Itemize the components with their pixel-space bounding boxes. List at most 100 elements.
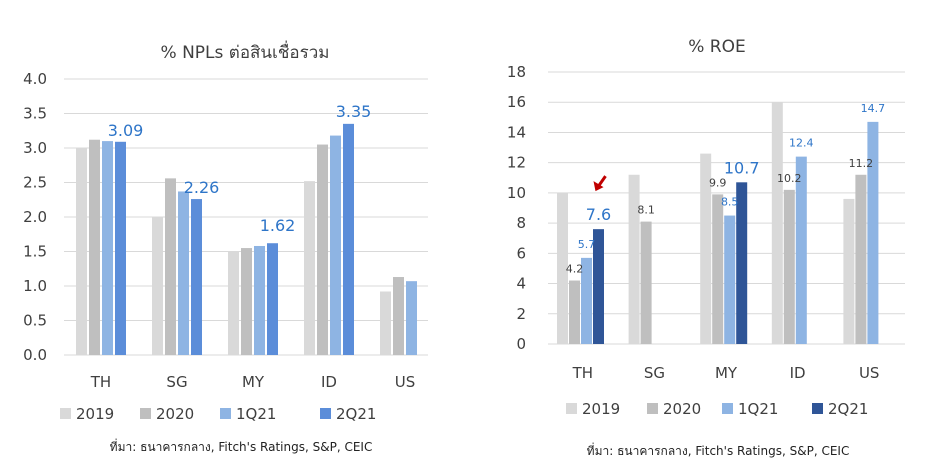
roe-bar-us-2019: [843, 198, 855, 344]
npl-legend-label: 2Q21: [336, 405, 376, 423]
roe-category-label: MY: [715, 364, 738, 382]
npl-category-label: TH: [90, 373, 111, 391]
roe-annotation-arrow: [593, 175, 607, 192]
roe-legend-label: 2Q21: [828, 400, 868, 418]
npl-y-axis: 0.0 0.5 1.0 1.5 2.0 2.5 3.0 3.5 4.0: [23, 70, 47, 364]
npl-y-tick-label: 3.0: [23, 139, 47, 157]
npl-bar-us-2020: [393, 277, 404, 355]
npl-legend-label: 2019: [76, 405, 114, 423]
npl-category-label: ID: [321, 373, 337, 391]
npl-y-tick-label: 0.0: [23, 346, 47, 364]
roe-chart-title: % ROE: [688, 37, 746, 57]
npl-y-tick-label: 2.5: [23, 174, 47, 192]
roe-category-label: TH: [572, 364, 593, 382]
npl-bar-th-2020: [89, 139, 100, 355]
npl-y-tick-label: 4.0: [23, 70, 47, 88]
roe-source-note: ที่มา: ธนาคารกลาง, Fitch's Ratings, S&P,…: [587, 442, 850, 458]
roe-data-label: 12.4: [789, 137, 814, 150]
npl-bar-sg-1q21: [178, 191, 189, 355]
roe-legend-swatch: [647, 403, 658, 414]
npl-bar-th-2q21: [115, 141, 126, 355]
npl-data-label: 3.09: [108, 121, 144, 140]
roe-data-label: 14.7: [861, 102, 886, 115]
roe-x-axis: TH SG MY ID US: [572, 364, 880, 382]
npl-category-label: SG: [166, 373, 187, 391]
npl-y-tick-label: 3.5: [23, 105, 47, 123]
roe-bar-th-2q21: [593, 229, 604, 344]
roe-legend-swatch: [812, 403, 823, 414]
roe-y-tick-label: 6: [516, 244, 526, 262]
roe-y-axis: 0 2 4 6 8 10 12 14 16 18: [507, 63, 526, 353]
roe-y-tick-label: 12: [507, 154, 526, 172]
npl-bar-sg-2020: [165, 178, 176, 355]
npl-bar-id-1q21: [330, 135, 341, 355]
roe-bar-id-2019: [771, 102, 783, 344]
npl-legend-swatch: [320, 408, 331, 419]
arrow-shaft: [597, 175, 607, 188]
npl-bar-my-1q21: [254, 245, 265, 355]
npl-chart-title: % NPLs ต่อสินเชื่อรวม: [161, 40, 330, 63]
roe-data-label: 5.7: [578, 238, 596, 251]
roe-y-tick-label: 14: [507, 123, 526, 141]
roe-bar-th-1q21: [581, 257, 592, 344]
npl-category-label: MY: [242, 373, 265, 391]
arrow-head-icon: [593, 181, 604, 192]
roe-bar-id-2020: [783, 189, 795, 344]
roe-legend-label: 2019: [582, 400, 620, 418]
roe-category-label: SG: [644, 364, 665, 382]
roe-data-label: 8.5: [721, 196, 739, 209]
roe-data-labels: 4.2 5.7 7.6 8.1 9.9 8.5 10.7 10.2 12.4 11.2 14.7: [566, 102, 885, 276]
roe-bars: [557, 102, 879, 344]
roe-data-label: 9.9: [709, 176, 727, 189]
roe-category-label: ID: [790, 364, 806, 382]
npl-bar-id-2q21: [343, 123, 354, 355]
npl-bar-th-2019: [76, 148, 87, 355]
roe-y-tick-label: 8: [516, 214, 526, 232]
roe-data-label: 11.2: [849, 157, 874, 170]
npl-bar-us-2019: [380, 291, 391, 355]
roe-bar-id-1q21: [795, 156, 807, 344]
roe-bar-my-1q21: [724, 215, 736, 344]
roe-legend-label: 1Q21: [738, 400, 778, 418]
npl-data-label: 1.62: [260, 216, 296, 235]
roe-category-label: US: [859, 364, 880, 382]
roe-chart: % ROE 0 2 4 6 8 10 12 14 16 18 4.2 5.7 7.6 8.1 9.9 8.5…: [507, 37, 905, 458]
npl-legend: 2019 2020 1Q21 2Q21: [60, 405, 376, 423]
npl-y-tick-label: 2.0: [23, 208, 47, 226]
roe-legend-swatch: [722, 403, 733, 414]
npl-data-label: 2.26: [184, 178, 220, 197]
npl-legend-swatch: [60, 408, 71, 419]
npl-bar-sg-2q21: [191, 199, 202, 355]
npl-y-tick-label: 0.5: [23, 312, 47, 330]
npl-bar-th-1q21: [102, 141, 113, 355]
roe-y-tick-label: 0: [516, 335, 526, 353]
roe-bar-my-2q21: [736, 182, 748, 344]
roe-bar-us-1q21: [867, 121, 879, 344]
roe-data-label: 10.2: [777, 172, 802, 185]
npl-bar-my-2q21: [267, 243, 278, 355]
roe-legend-swatch: [566, 403, 577, 414]
npl-bars: [76, 123, 417, 355]
npl-x-axis: TH SG MY ID US: [90, 373, 415, 391]
roe-bar-th-2020: [569, 280, 580, 344]
npl-bar-sg-2019: [152, 217, 163, 355]
roe-data-label: 8.1: [637, 204, 655, 217]
npl-chart: % NPLs ต่อสินเชื่อรวม 0.0 0.5 1.0 1.5 2.0 2.5…: [23, 40, 428, 454]
roe-legend-label: 2020: [663, 400, 701, 418]
npl-legend-label: 2020: [156, 405, 194, 423]
npl-bar-my-2019: [228, 251, 239, 355]
roe-bar-th-2019: [557, 192, 568, 344]
npl-legend-label: 1Q21: [236, 405, 276, 423]
roe-y-tick-label: 16: [507, 93, 526, 111]
roe-bar-us-2020: [855, 174, 867, 344]
npl-source-note: ที่มา: ธนาคารกลาง, Fitch's Ratings, S&P,…: [110, 438, 373, 454]
npl-data-labels: 3.09 2.26 1.62 3.35: [108, 102, 372, 235]
npl-legend-swatch: [220, 408, 231, 419]
roe-bar-sg-2020: [640, 221, 652, 344]
npl-bar-id-2020: [317, 144, 328, 355]
roe-y-tick-label: 2: [516, 305, 526, 323]
npl-bar-id-2019: [304, 181, 315, 355]
roe-data-label: 10.7: [724, 158, 760, 177]
roe-bar-sg-2019: [628, 174, 640, 344]
